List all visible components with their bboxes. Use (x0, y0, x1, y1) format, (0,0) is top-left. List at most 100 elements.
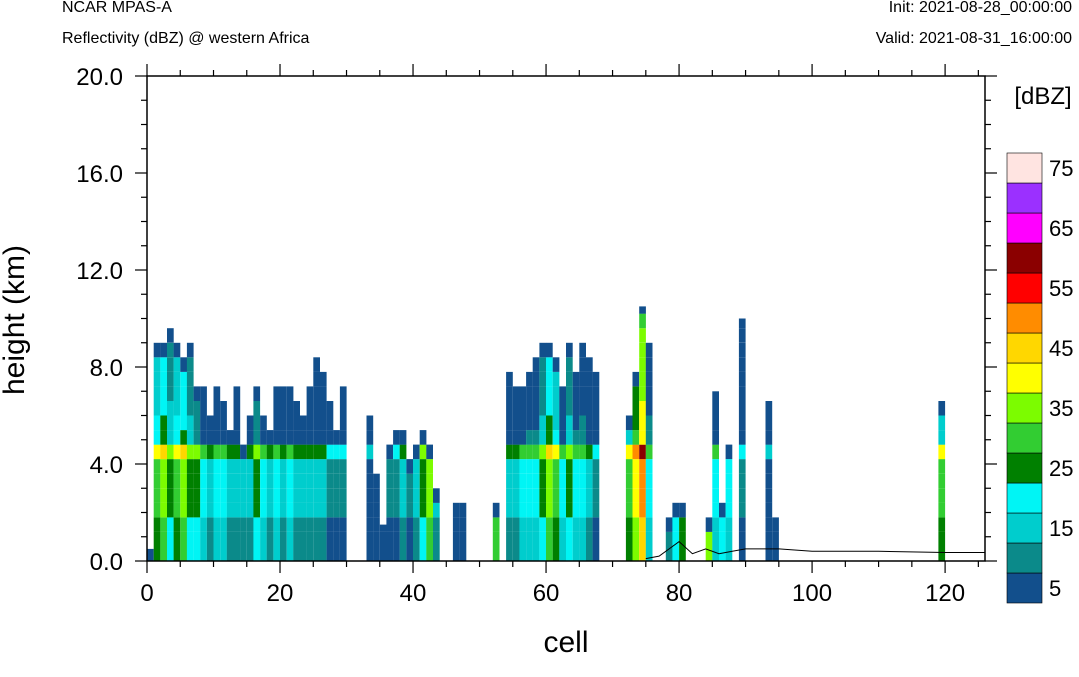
heatmap-cell (393, 502, 400, 518)
heatmap-cell (532, 430, 540, 445)
heatmap-cell (180, 488, 187, 503)
heatmap-cell (519, 488, 527, 503)
heatmap-cell (645, 517, 653, 532)
heatmap-cell (233, 459, 241, 474)
heatmap-cell (672, 546, 680, 561)
heatmap-cell (326, 430, 334, 445)
heatmap-cell (153, 430, 161, 445)
heatmap-cell (559, 531, 566, 547)
heatmap-cell (173, 444, 181, 460)
heatmap-cell (333, 502, 340, 518)
heatmap-cell (393, 531, 400, 547)
heatmap-cell (546, 473, 553, 489)
heatmap-cell (339, 517, 347, 532)
heatmap-cell (273, 517, 281, 532)
heatmap-cell (200, 444, 207, 460)
heatmap-cell (319, 517, 327, 532)
heatmap-cell (712, 430, 719, 445)
colorbar-label: 35 (1049, 396, 1073, 421)
heatmap-cell (639, 430, 646, 445)
heatmap-cell (539, 546, 547, 561)
heatmap-cell (186, 444, 194, 460)
heatmap-cell (639, 459, 646, 474)
heatmap-cell (419, 546, 427, 561)
heatmap-cell (220, 531, 227, 547)
heatmap-cell (546, 488, 553, 503)
heatmap-cell (546, 502, 553, 518)
heatmap-cell (512, 444, 520, 460)
heatmap-cell (200, 473, 207, 489)
heatmap-cell (386, 517, 394, 532)
heatmap-cell (592, 401, 600, 416)
heatmap-cell (665, 517, 673, 532)
heatmap-cell (313, 502, 320, 518)
heatmap-cell (938, 430, 946, 445)
heatmap-cell (532, 371, 540, 387)
heatmap-cell (526, 459, 533, 474)
heatmap-cell (313, 430, 320, 445)
heatmap-cell (632, 386, 640, 401)
heatmap-cell (246, 502, 254, 518)
heatmap-cell (220, 401, 227, 416)
x-tick-label: 20 (267, 580, 294, 607)
heatmap-cell (167, 502, 174, 518)
heatmap-cell (552, 502, 560, 518)
heatmap-cell (273, 473, 281, 489)
heatmap-cell (938, 473, 946, 489)
heatmap-cell (546, 386, 553, 401)
heatmap-cell (186, 517, 194, 532)
heatmap-cell (586, 517, 593, 532)
heatmap-cell (253, 488, 261, 503)
heatmap-cell (559, 386, 566, 401)
colorbar-title: [dBZ] (1014, 83, 1071, 110)
heatmap-cell (153, 357, 161, 372)
heatmap-cell (160, 473, 167, 489)
heatmap-cell (300, 430, 307, 445)
heatmap-cell (526, 517, 533, 532)
heatmap-cell (506, 517, 513, 532)
colorbar-swatch (1006, 512, 1043, 544)
heatmap-cell (240, 546, 247, 561)
heatmap-cell (592, 488, 600, 503)
heatmap-cell (639, 488, 646, 503)
heatmap-cell (233, 546, 241, 561)
heatmap-cell (765, 473, 773, 489)
heatmap-cell (526, 386, 533, 401)
heatmap-cell (419, 488, 427, 503)
heatmap-cell (738, 386, 746, 401)
heatmap-cell (539, 502, 547, 518)
heatmap-cell (153, 386, 161, 401)
heatmap-cell (193, 517, 201, 532)
heatmap-cell (546, 415, 553, 431)
colorbar: 5 15 25 35 45 55 65 75 (1006, 152, 1073, 604)
heatmap-cell (738, 357, 746, 372)
heatmap-cell (246, 459, 254, 474)
heatmap-cell (333, 430, 340, 445)
heatmap-cell (566, 357, 573, 372)
heatmap-cell (173, 531, 181, 547)
heatmap-cell (625, 444, 633, 460)
heatmap-cell (193, 473, 201, 489)
heatmap-cell (246, 517, 254, 532)
heatmap-cell (413, 488, 420, 503)
heatmap-cell (220, 473, 227, 489)
heatmap-cell (319, 386, 327, 401)
heatmap-cell (532, 401, 540, 416)
heatmap-cell (326, 488, 334, 503)
colorbar-label: 55 (1049, 276, 1073, 301)
heatmap-cell (566, 430, 573, 445)
heatmap-cell (180, 459, 187, 474)
heatmap-cell (639, 415, 646, 431)
heatmap-cell (579, 517, 586, 532)
heatmap-cell (386, 444, 394, 460)
heatmap-cell (393, 517, 400, 532)
heatmap-cell (506, 371, 513, 387)
heatmap-cell (772, 517, 779, 532)
heatmap-cell (532, 386, 540, 401)
heatmap-cell (213, 401, 221, 416)
heatmap-cell (539, 415, 547, 431)
heatmap-cell (572, 502, 580, 518)
heatmap-cell (233, 386, 241, 401)
heatmap-cell (512, 459, 520, 474)
heatmap-cell (300, 459, 307, 474)
